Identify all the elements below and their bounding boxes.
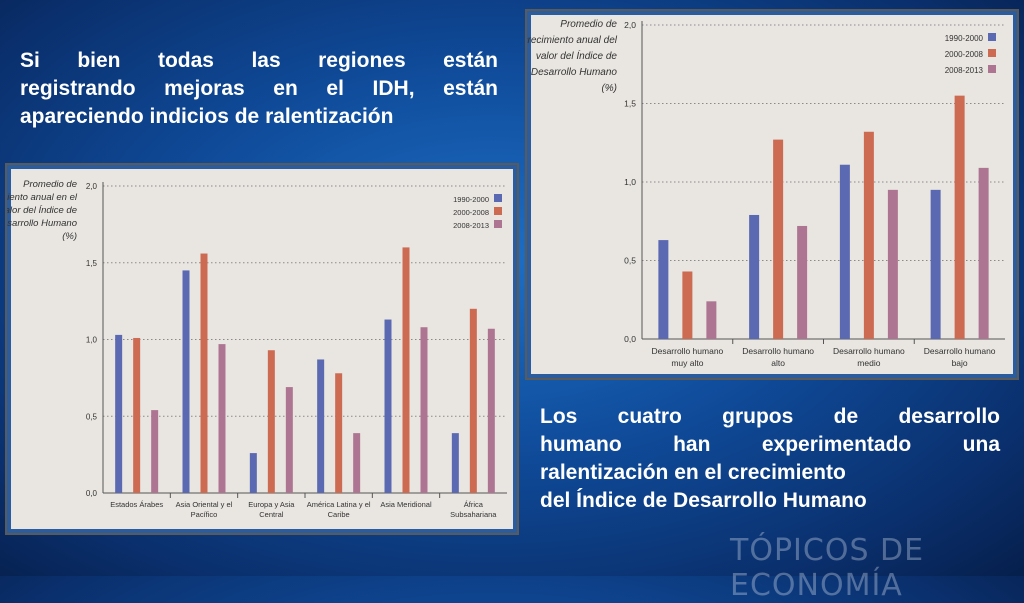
regions-ytick-label: 0,0 <box>86 489 98 498</box>
regions-legend-swatch <box>494 194 502 202</box>
hdi-category-label: bajo <box>952 358 968 368</box>
hdi-ylabel-line: Promedio de <box>560 19 617 30</box>
hdi-ytick-label: 2,0 <box>624 20 636 30</box>
hdi-ylabel-line: (%) <box>601 83 617 94</box>
text-bottom-line: Los cuatro grupos de desarrollo <box>540 405 1000 428</box>
regions-ytick-label: 1,0 <box>86 336 98 345</box>
regions-bar <box>335 373 343 493</box>
hdi-bar <box>658 240 669 339</box>
regions-bar <box>249 453 257 493</box>
regions-category-label: África <box>464 500 484 509</box>
regions-bar <box>285 387 293 493</box>
regions-ylabel-line: crecimiento anual en el <box>7 192 78 203</box>
text-bottom-line: ralentización en el crecimiento <box>540 461 846 484</box>
hdi-category-label: muy alto <box>671 358 703 368</box>
hdi-ylabel-line: valor del Índice de <box>536 49 618 62</box>
regions-bar <box>200 253 208 493</box>
text-top-line: Si bien todas las regiones están <box>20 49 498 72</box>
hdi-bar <box>863 131 874 339</box>
regions-bar <box>353 433 361 493</box>
regions-ylabel-line: valor del Índice de <box>7 205 77 216</box>
regions-legend-swatch <box>494 207 502 215</box>
hdi-ylabel-line: Desarrollo Humano <box>531 67 618 78</box>
hdi-bar <box>797 225 808 339</box>
regions-bar <box>420 327 428 493</box>
hdi-category-label: Desarrollo humano <box>833 346 905 356</box>
slide-text-top: Si bien todas las regiones están registr… <box>20 47 498 131</box>
hdi-category-label: Desarrollo humano <box>924 346 996 356</box>
hdi-bar <box>773 139 784 339</box>
slide-text-bottom: Los cuatro grupos de desarrollo humano h… <box>540 403 1000 515</box>
regions-ytick-label: 0,5 <box>86 412 98 421</box>
hdi-category-label: alto <box>771 358 785 368</box>
regions-ytick-label: 1,5 <box>86 259 98 268</box>
hdi-ylabel-line: crecimiento anual del <box>527 35 618 46</box>
hdi-category-label: Desarrollo humano <box>742 346 814 356</box>
regions-category-label: Estados Árabes <box>110 500 163 509</box>
regions-legend-swatch <box>494 220 502 228</box>
hdi-bar <box>839 164 850 339</box>
regions-ylabel-line: Promedio de <box>23 179 77 190</box>
regions-bar <box>133 337 141 493</box>
hdi-ytick-label: 1,5 <box>624 99 636 109</box>
regions-bar <box>469 308 477 493</box>
hdi-bar <box>706 301 717 339</box>
regions-category-label: Europa y Asia <box>248 500 295 509</box>
hdi-ytick-label: 0,5 <box>624 256 636 266</box>
chart-regions: Promedio de crecimiento anual en el valor … <box>5 163 519 535</box>
regions-category-label: América Latina y el <box>307 500 371 509</box>
hdi-bar <box>930 189 941 339</box>
text-bottom-line: humano han experimentado una <box>540 433 1000 456</box>
hdi-bar <box>978 167 989 339</box>
hdi-legend-swatch <box>988 49 996 57</box>
regions-bar <box>182 270 190 493</box>
hdi-bar <box>954 95 965 340</box>
regions-legend-label: 2008-2013 <box>453 221 489 230</box>
regions-bar <box>317 359 325 493</box>
hdi-ytick-label: 0,0 <box>624 334 636 344</box>
regions-category-label: Pacífico <box>191 510 218 519</box>
hdi-category-label: medio <box>857 358 880 368</box>
text-bottom-line: del Índice de Desarrollo Humano <box>540 489 867 512</box>
hdi-category-label: Desarrollo humano <box>651 346 723 356</box>
hdi-ytick-label: 1,0 <box>624 177 636 187</box>
chart-hdi-groups-svg: Promedio de crecimiento anual del valor de… <box>527 19 1005 368</box>
regions-bar <box>218 344 226 493</box>
regions-bar <box>384 319 392 493</box>
regions-bar <box>451 433 459 493</box>
hdi-bar <box>887 189 898 339</box>
regions-legend-label: 2000-2008 <box>453 208 489 217</box>
footer-logo: TÓPICOS DE ECONOMÍA <box>730 533 925 603</box>
hdi-bar <box>749 214 760 339</box>
regions-ytick-label: 2,0 <box>86 182 98 191</box>
chart-hdi-groups: Promedio de crecimiento anual del valor de… <box>525 9 1019 380</box>
regions-category-label: Asia Oriental y el <box>176 500 233 509</box>
regions-ylabel-line: (%) <box>62 231 77 242</box>
regions-bar <box>402 247 410 493</box>
hdi-legend-label: 1990-2000 <box>945 34 984 43</box>
regions-ylabel-line: Desarrollo Humano <box>7 218 77 229</box>
regions-category-label: Central <box>259 510 284 519</box>
regions-category-label: Asia Meridional <box>380 500 432 509</box>
regions-bar <box>151 410 159 493</box>
hdi-legend-swatch <box>988 33 996 41</box>
hdi-legend-label: 2008-2013 <box>945 66 984 75</box>
hdi-legend-label: 2000-2008 <box>945 50 984 59</box>
regions-category-label: Subsahariana <box>450 510 497 519</box>
hdi-legend-swatch <box>988 65 996 73</box>
regions-bar <box>487 328 495 493</box>
text-top-line: registrando mejoras en el IDH, están <box>20 77 498 100</box>
regions-bar <box>115 334 123 493</box>
text-top-line: apareciendo indicios de ralentización <box>20 105 394 128</box>
regions-bar <box>267 350 275 493</box>
regions-legend-label: 1990-2000 <box>453 195 489 204</box>
chart-regions-svg: Promedio de crecimiento anual en el valor … <box>7 179 507 519</box>
regions-category-label: Caribe <box>328 510 350 519</box>
hdi-bar <box>682 271 693 339</box>
